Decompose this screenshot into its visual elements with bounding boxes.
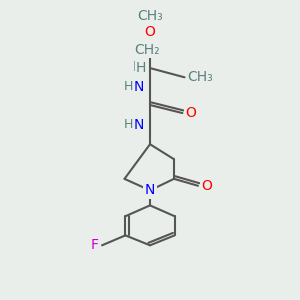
Text: F: F — [91, 238, 99, 252]
Text: O: O — [201, 179, 212, 193]
Text: N: N — [134, 80, 144, 94]
Text: H: H — [136, 61, 146, 75]
Text: H: H — [124, 80, 134, 93]
Text: N: N — [145, 183, 155, 197]
Text: H: H — [132, 60, 142, 74]
Text: CH₃: CH₃ — [188, 70, 213, 84]
Text: N: N — [134, 118, 144, 132]
Text: O: O — [185, 106, 196, 120]
Text: CH₃: CH₃ — [137, 9, 163, 23]
Text: O: O — [145, 25, 155, 39]
Text: CH₂: CH₂ — [134, 43, 160, 57]
Text: H: H — [124, 118, 134, 131]
